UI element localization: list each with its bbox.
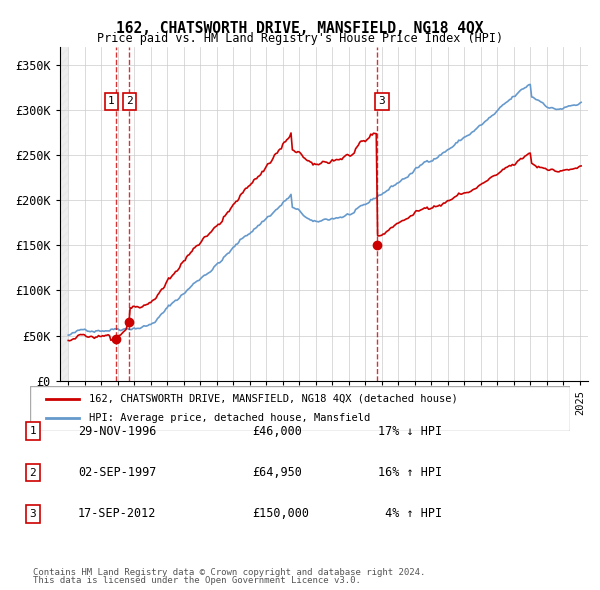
Text: Price paid vs. HM Land Registry's House Price Index (HPI): Price paid vs. HM Land Registry's House … — [97, 32, 503, 45]
Text: 4% ↑ HPI: 4% ↑ HPI — [378, 507, 442, 520]
Text: 17% ↓ HPI: 17% ↓ HPI — [378, 425, 442, 438]
Text: £46,000: £46,000 — [252, 425, 302, 438]
Text: 1: 1 — [108, 96, 115, 106]
Text: 3: 3 — [29, 509, 37, 519]
Text: 162, CHATSWORTH DRIVE, MANSFIELD, NG18 4QX (detached house): 162, CHATSWORTH DRIVE, MANSFIELD, NG18 4… — [89, 394, 458, 404]
Text: 162, CHATSWORTH DRIVE, MANSFIELD, NG18 4QX: 162, CHATSWORTH DRIVE, MANSFIELD, NG18 4… — [116, 21, 484, 35]
Text: 29-NOV-1996: 29-NOV-1996 — [78, 425, 157, 438]
Text: This data is licensed under the Open Government Licence v3.0.: This data is licensed under the Open Gov… — [33, 576, 361, 585]
Text: 1: 1 — [29, 427, 37, 436]
Text: 17-SEP-2012: 17-SEP-2012 — [78, 507, 157, 520]
FancyBboxPatch shape — [30, 386, 570, 431]
Text: 2: 2 — [126, 96, 133, 106]
Text: £150,000: £150,000 — [252, 507, 309, 520]
Text: 02-SEP-1997: 02-SEP-1997 — [78, 466, 157, 479]
Text: Contains HM Land Registry data © Crown copyright and database right 2024.: Contains HM Land Registry data © Crown c… — [33, 568, 425, 577]
Text: 16% ↑ HPI: 16% ↑ HPI — [378, 466, 442, 479]
Text: 2: 2 — [29, 468, 37, 477]
Text: 3: 3 — [379, 96, 385, 106]
Text: HPI: Average price, detached house, Mansfield: HPI: Average price, detached house, Mans… — [89, 414, 371, 423]
Text: £64,950: £64,950 — [252, 466, 302, 479]
Bar — [60, 47, 68, 381]
